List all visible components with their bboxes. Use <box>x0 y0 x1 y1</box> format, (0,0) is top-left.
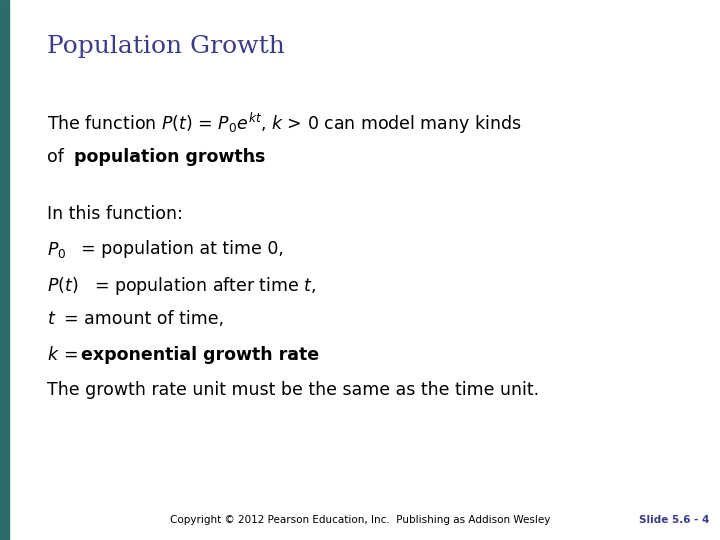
Text: The growth rate unit must be the same as the time unit.: The growth rate unit must be the same as… <box>47 381 539 399</box>
Text: Slide 5.6 - 4: Slide 5.6 - 4 <box>639 515 709 525</box>
Text: Population Growth: Population Growth <box>47 35 284 58</box>
Text: $P(t)$: $P(t)$ <box>47 275 78 295</box>
Text: In this function:: In this function: <box>47 205 183 223</box>
Text: = population at time 0,: = population at time 0, <box>81 240 284 258</box>
Text: = population after time $t$,: = population after time $t$, <box>94 275 316 298</box>
Text: = amount of time,: = amount of time, <box>64 310 224 328</box>
Text: .: . <box>251 148 256 166</box>
Text: .: . <box>290 346 296 363</box>
Text: exponential growth rate: exponential growth rate <box>81 346 320 363</box>
Text: $k$: $k$ <box>47 346 60 363</box>
Text: $P_0$: $P_0$ <box>47 240 66 260</box>
Text: =: = <box>64 346 84 363</box>
Text: population growths: population growths <box>74 148 266 166</box>
Text: Copyright © 2012 Pearson Education, Inc.  Publishing as Addison Wesley: Copyright © 2012 Pearson Education, Inc.… <box>170 515 550 525</box>
Text: $t$: $t$ <box>47 310 56 328</box>
Text: of: of <box>47 148 75 166</box>
Text: The function $P(t)$ = $P_0e^{kt}$, $k$ > 0 can model many kinds: The function $P(t)$ = $P_0e^{kt}$, $k$ >… <box>47 111 521 136</box>
